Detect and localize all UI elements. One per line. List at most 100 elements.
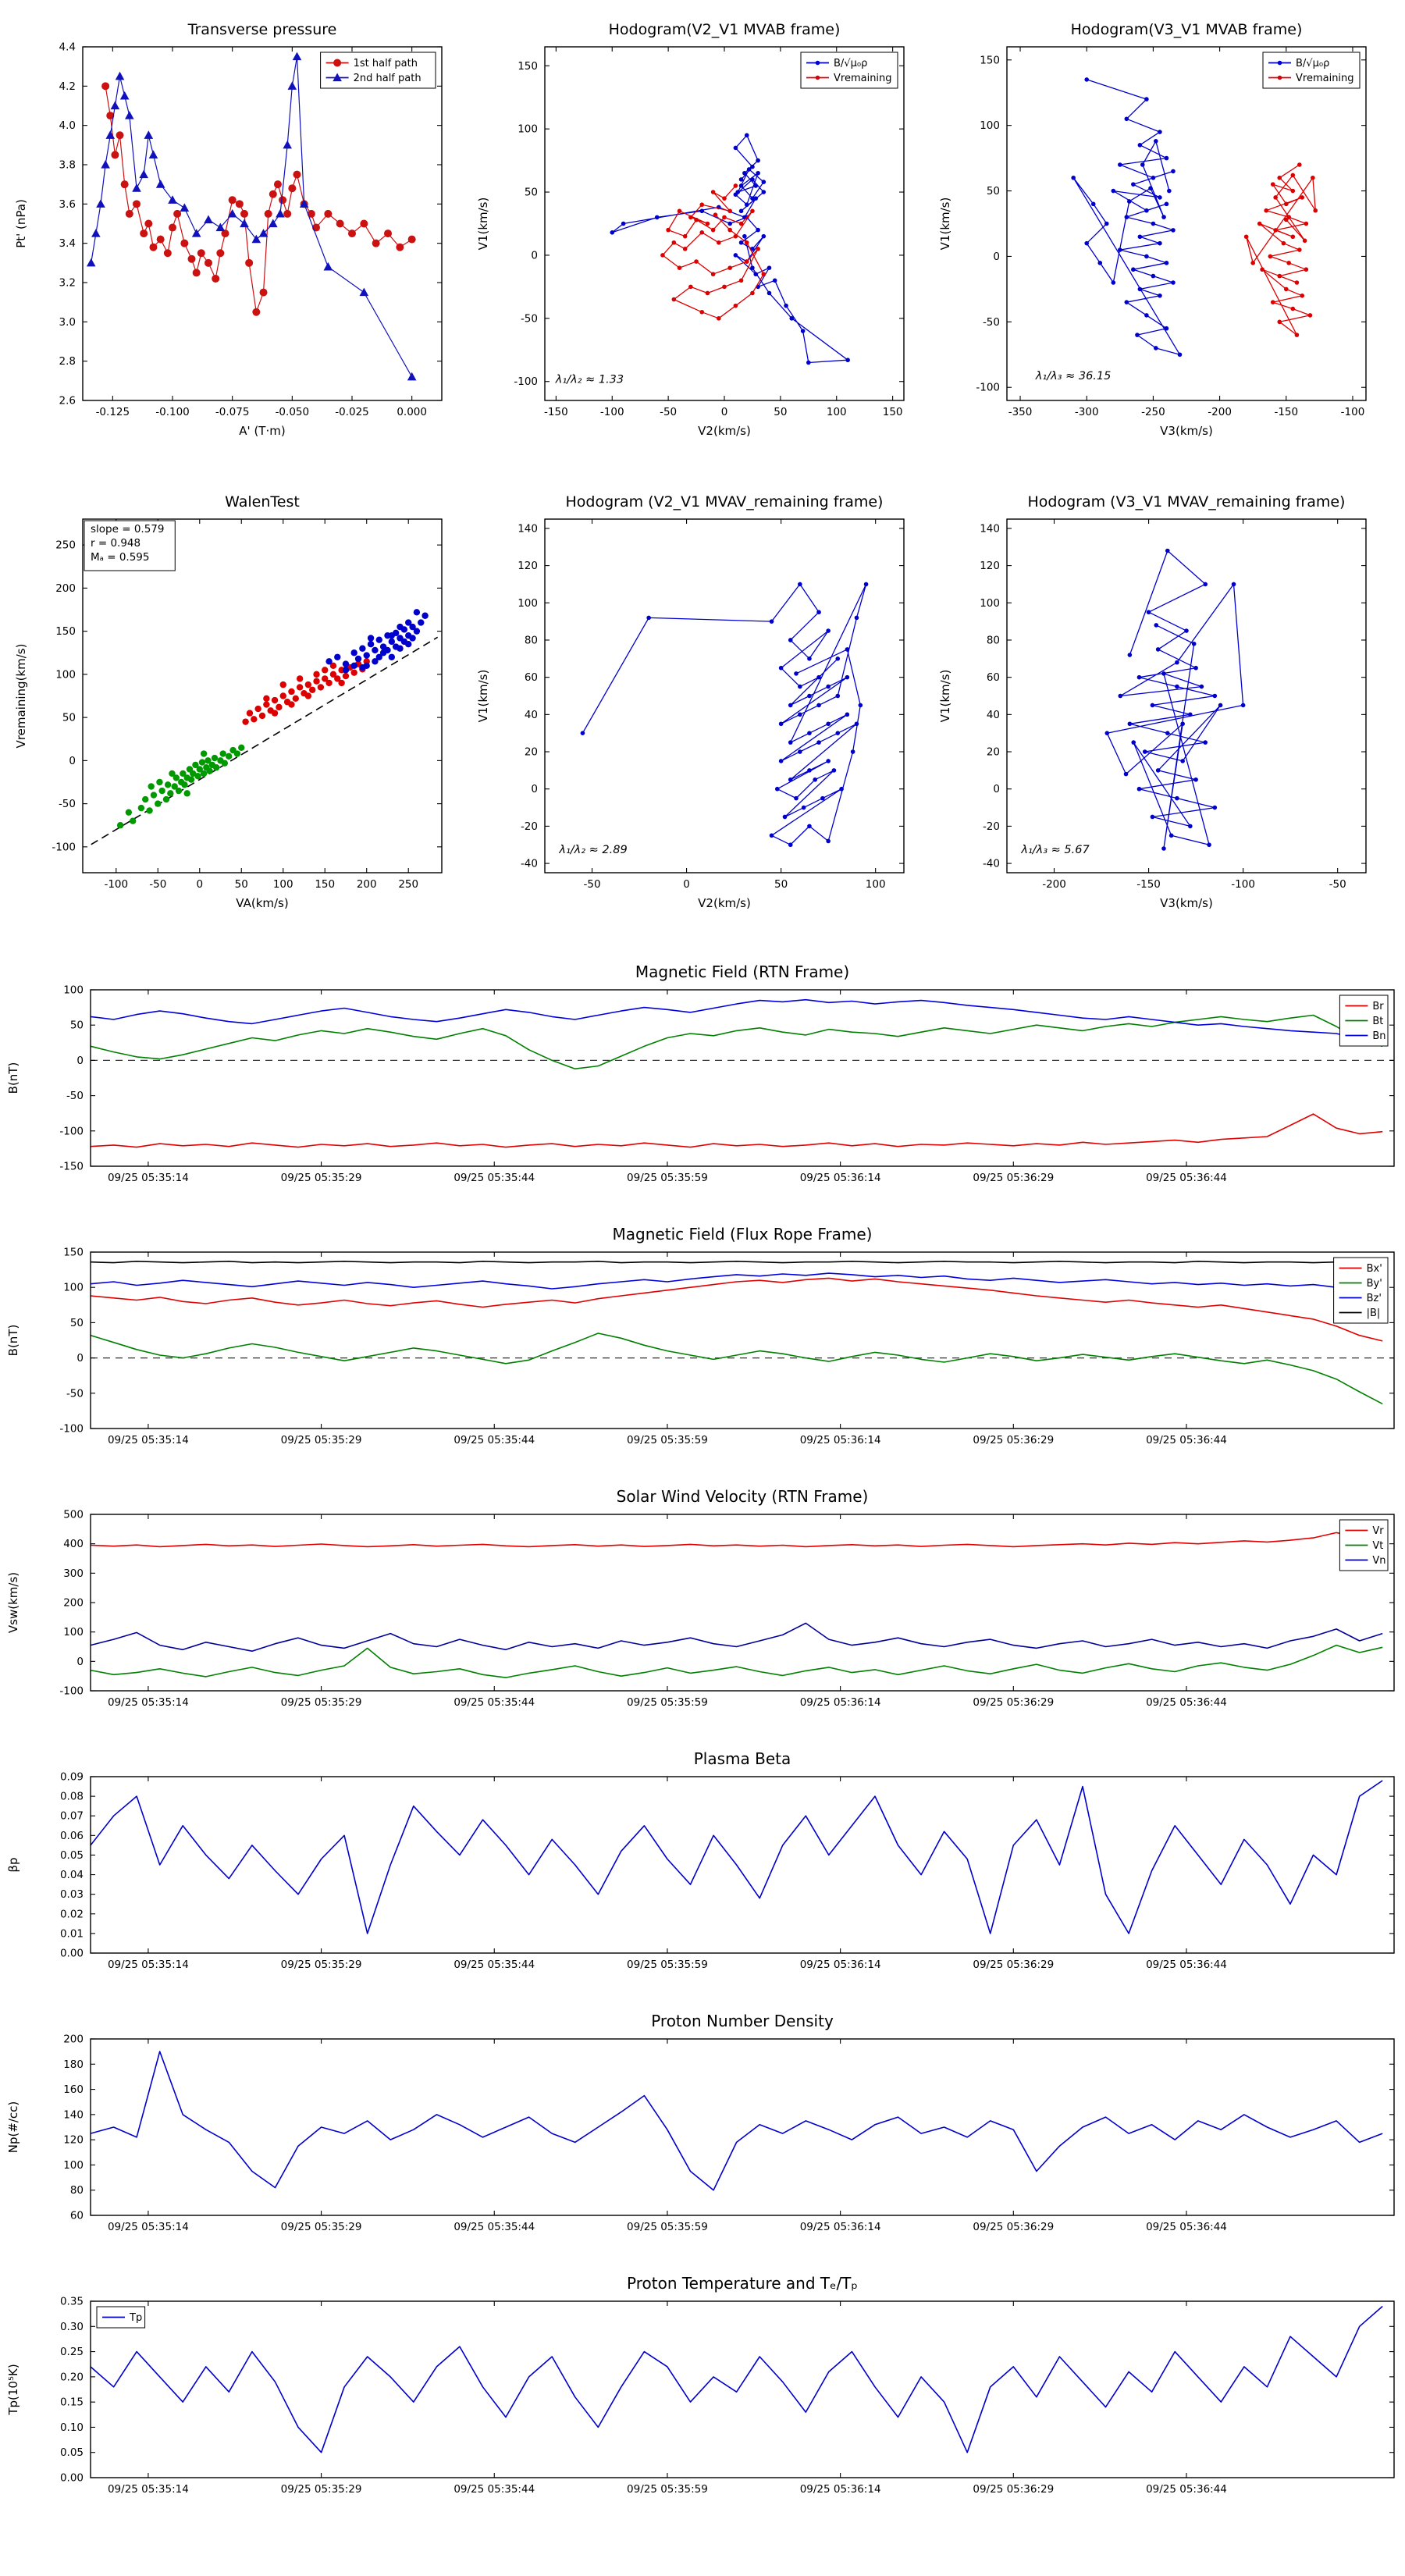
svg-text:0: 0: [531, 249, 538, 262]
svg-text:140: 140: [980, 522, 1000, 535]
svg-text:|B|: |B|: [1367, 1308, 1381, 1319]
svg-text:-150: -150: [544, 406, 568, 418]
svg-text:100: 100: [518, 123, 538, 136]
svg-text:λ₁/λ₂ ≈ 1.33: λ₁/λ₂ ≈ 1.33: [555, 373, 624, 386]
svg-text:V2(km/s): V2(km/s): [698, 424, 751, 438]
svg-text:50: 50: [235, 878, 248, 891]
svg-text:Magnetic Field (Flux Rope Fram: Magnetic Field (Flux Rope Frame): [613, 1225, 873, 1244]
svg-text:-150: -150: [1136, 878, 1161, 891]
svg-text:WalenTest: WalenTest: [225, 493, 300, 511]
svg-text:200: 200: [63, 2033, 84, 2046]
svg-text:-50: -50: [660, 406, 677, 418]
chart-walen-test: -100 -50 0 50 100 150 200 250 -100 -50 0 50 100 150 20…: [8, 482, 461, 923]
svg-text:Proton Temperature and Tₑ/Tₚ: Proton Temperature and Tₑ/Tₚ: [627, 2274, 858, 2293]
svg-text:VA(km/s): VA(km/s): [236, 896, 288, 910]
svg-text:Vremaining(km/s): Vremaining(km/s): [14, 644, 28, 749]
svg-text:-50: -50: [149, 878, 166, 891]
svg-text:100: 100: [980, 597, 1000, 610]
svg-text:100: 100: [63, 2159, 84, 2172]
svg-text:09/25 05:35:44: 09/25 05:35:44: [454, 1172, 535, 1184]
svg-text:Np(#/cc): Np(#/cc): [6, 2101, 20, 2154]
top-row-1: -0.125 -0.100 -0.075 -0.050 -0.025 0.000 2.6 2.…: [0, 9, 1405, 450]
svg-text:-100: -100: [976, 382, 1000, 394]
svg-text:09/25 05:36:29: 09/25 05:36:29: [973, 1172, 1054, 1184]
svg-text:20: 20: [525, 746, 538, 759]
svg-text:B/√μ₀ρ: B/√μ₀ρ: [834, 58, 867, 69]
svg-text:0.02: 0.02: [60, 1908, 84, 1920]
svg-text:150: 150: [315, 878, 335, 891]
svg-text:3.8: 3.8: [59, 159, 76, 172]
svg-text:140: 140: [63, 2108, 84, 2121]
svg-text:Br: Br: [1372, 1001, 1384, 1012]
svg-text:Vt: Vt: [1372, 1540, 1383, 1552]
svg-text:-150: -150: [59, 1161, 84, 1173]
svg-text:Hodogram (V2_V1 MVAV_remaining: Hodogram (V2_V1 MVAV_remaining frame): [566, 493, 884, 511]
svg-text:09/25 05:35:14: 09/25 05:35:14: [108, 1172, 189, 1184]
svg-text:09/25 05:35:29: 09/25 05:35:29: [281, 2221, 362, 2233]
svg-text:0.01: 0.01: [60, 1927, 84, 1940]
top-row-2: -100 -50 0 50 100 150 200 250 -100 -50 0 50 100 150 20…: [0, 482, 1405, 923]
svg-text:Vremaining: Vremaining: [834, 73, 892, 84]
chart-hodogram-v3v1-mvab: -350 -300 -250 -200 -150 -100 -100 -50 0 50 100 150…: [932, 9, 1385, 450]
chart-hodogram-v2v1-mvab: -150 -100 -50 0 50 100 150 -100 -50 0 50 100 150 Hodo…: [470, 9, 923, 450]
svg-text:150: 150: [518, 60, 538, 73]
svg-text:λ₁/λ₃ ≈ 5.67: λ₁/λ₃ ≈ 5.67: [1020, 844, 1090, 856]
svg-text:09/25 05:36:14: 09/25 05:36:14: [800, 2221, 881, 2233]
svg-text:09/25 05:35:14: 09/25 05:35:14: [108, 2221, 189, 2233]
svg-text:-50: -50: [66, 1090, 84, 1102]
svg-text:150: 150: [980, 54, 1000, 66]
svg-text:-50: -50: [59, 798, 76, 810]
svg-text:09/25 05:36:44: 09/25 05:36:44: [1146, 1434, 1227, 1446]
svg-text:09/25 05:36:14: 09/25 05:36:14: [800, 1959, 881, 1971]
svg-text:60: 60: [987, 671, 1000, 684]
svg-text:Vr: Vr: [1372, 1525, 1384, 1537]
svg-text:2.8: 2.8: [59, 355, 76, 368]
svg-text:3.0: 3.0: [59, 316, 76, 329]
svg-text:40: 40: [525, 709, 538, 721]
svg-text:λ₁/λ₃ ≈ 36.15: λ₁/λ₃ ≈ 36.15: [1035, 370, 1112, 382]
svg-text:09/25 05:36:44: 09/25 05:36:44: [1146, 1959, 1227, 1971]
svg-text:0.04: 0.04: [60, 1869, 84, 1881]
svg-text:λ₁/λ₂ ≈ 2.89: λ₁/λ₂ ≈ 2.89: [558, 844, 627, 856]
svg-text:100: 100: [980, 119, 1000, 132]
chart-magnetic-field-rtn: 09/25 05:35:14 09/25 05:35:29 09/25 05:35:…: [0, 957, 1405, 1201]
svg-text:Hodogram(V2_V1 MVAB frame): Hodogram(V2_V1 MVAB frame): [609, 21, 841, 38]
svg-text:Vremaining: Vremaining: [1296, 73, 1354, 84]
svg-text:09/25 05:35:59: 09/25 05:35:59: [627, 1434, 708, 1446]
svg-text:09/25 05:35:59: 09/25 05:35:59: [627, 2221, 708, 2233]
svg-text:-100: -100: [59, 1685, 84, 1698]
svg-text:3.6: 3.6: [59, 198, 76, 211]
svg-text:400: 400: [63, 1538, 84, 1550]
svg-text:V1(km/s): V1(km/s): [476, 197, 490, 251]
svg-text:500: 500: [63, 1509, 84, 1521]
svg-text:40: 40: [987, 709, 1000, 721]
svg-text:Transverse pressure: Transverse pressure: [187, 21, 337, 38]
svg-text:120: 120: [63, 2134, 84, 2147]
svg-text:-20: -20: [983, 820, 1000, 833]
svg-text:Vsw(km/s): Vsw(km/s): [6, 1572, 20, 1633]
svg-text:09/25 05:36:44: 09/25 05:36:44: [1146, 1172, 1227, 1184]
svg-text:V2(km/s): V2(km/s): [698, 896, 751, 910]
svg-text:0: 0: [993, 783, 1000, 795]
svg-text:-0.025: -0.025: [335, 406, 369, 418]
svg-text:Bt: Bt: [1372, 1016, 1383, 1027]
svg-text:0.000: 0.000: [397, 406, 427, 418]
svg-text:Proton Number Density: Proton Number Density: [651, 2012, 834, 2030]
svg-text:βp: βp: [6, 1857, 20, 1872]
svg-text:09/25 05:35:14: 09/25 05:35:14: [108, 1434, 189, 1446]
svg-text:0.20: 0.20: [60, 2371, 84, 2383]
svg-text:09/25 05:36:29: 09/25 05:36:29: [973, 1959, 1054, 1971]
svg-text:0: 0: [531, 783, 538, 795]
svg-text:Solar Wind Velocity (RTN Frame: Solar Wind Velocity (RTN Frame): [617, 1487, 869, 1506]
svg-text:09/25 05:36:44: 09/25 05:36:44: [1146, 1696, 1227, 1709]
svg-text:09/25 05:35:14: 09/25 05:35:14: [108, 1959, 189, 1971]
svg-text:-0.050: -0.050: [276, 406, 310, 418]
svg-text:-100: -100: [1231, 878, 1255, 891]
svg-text:-200: -200: [1042, 878, 1066, 891]
svg-text:-40: -40: [983, 858, 1000, 870]
svg-text:V3(km/s): V3(km/s): [1160, 424, 1213, 438]
svg-text:V3(km/s): V3(km/s): [1160, 896, 1213, 910]
svg-text:09/25 05:36:29: 09/25 05:36:29: [973, 2483, 1054, 2496]
svg-text:200: 200: [357, 878, 377, 891]
